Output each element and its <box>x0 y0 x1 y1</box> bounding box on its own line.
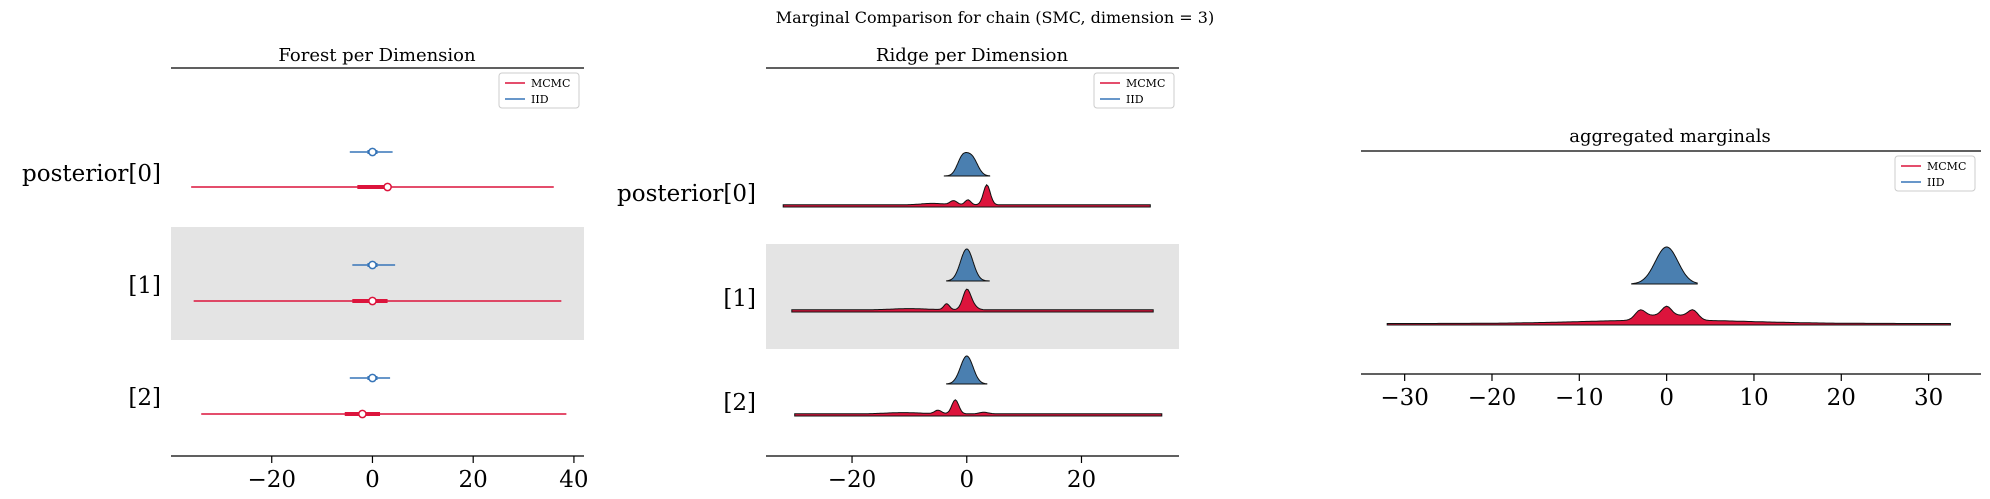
figure-suptitle: Marginal Comparison for chain (SMC, dime… <box>776 8 1214 27</box>
forest-title: Forest per Dimension <box>278 45 476 66</box>
forest-row-band <box>171 227 584 340</box>
forest-legend: MCMC IID <box>498 72 580 109</box>
ridge-iid-density <box>943 152 991 177</box>
forest-row-label: [1] <box>128 273 161 299</box>
forest-mean-point <box>358 409 367 419</box>
forest-mean-point <box>368 296 377 306</box>
aggregated-title: aggregated marginals <box>1569 126 1770 147</box>
ridge-mcmc-density <box>782 184 1151 208</box>
forest-xtick-label: −20 <box>247 467 296 493</box>
aggregated-panel: aggregated marginals −30 −20 −10 0 10 20 30 MC… <box>1361 126 1981 411</box>
aggregated-xtick-label: −20 <box>1468 385 1517 411</box>
forest-xtick-label: 20 <box>459 467 488 493</box>
forest-xtick-label: 0 <box>365 467 380 493</box>
aggregated-iid-density <box>1631 246 1698 285</box>
legend-iid-label: IID <box>1126 93 1144 106</box>
aggregated-xtick-label: 0 <box>1659 385 1674 411</box>
aggregated-mcmc-density <box>1386 305 1951 326</box>
forest-row-label: posterior[0] <box>22 161 161 187</box>
ridge-mcmc-density <box>791 288 1154 313</box>
ridge-title: Ridge per Dimension <box>876 45 1069 66</box>
forest-mean-point <box>383 182 392 192</box>
ridge-row-label: posterior[0] <box>617 181 756 207</box>
legend-iid-label: IID <box>1927 176 1945 189</box>
aggregated-xtick-label: −10 <box>1555 385 1604 411</box>
ridge-legend: MCMC IID <box>1093 72 1175 109</box>
ridge-row-label: [2] <box>723 390 756 416</box>
ridge-panel: Ridge per Dimension posterior[0] [1] [2]… <box>617 45 1179 493</box>
forest-xtick-label: 40 <box>559 467 588 493</box>
forest-row-label: [2] <box>128 385 161 411</box>
forest-mean-point <box>368 260 377 270</box>
legend-mcmc-label: MCMC <box>531 77 570 90</box>
forest-mean-point <box>368 147 377 157</box>
aggregated-xtick-label: 10 <box>1739 385 1768 411</box>
forest-mean-point <box>368 373 377 383</box>
aggregated-xtick-label: 20 <box>1827 385 1856 411</box>
ridge-xtick-label: −20 <box>828 467 877 493</box>
aggregated-legend: MCMC IID <box>1894 155 1976 192</box>
ridge-xtick-label: 0 <box>959 467 974 493</box>
legend-mcmc-label: MCMC <box>1927 160 1966 173</box>
aggregated-xtick-label: 30 <box>1914 385 1943 411</box>
legend-mcmc-label: MCMC <box>1126 77 1165 90</box>
ridge-row-label: [1] <box>723 286 756 312</box>
ridge-iid-density <box>946 355 988 385</box>
legend-iid-label: IID <box>531 93 549 106</box>
forest-panel: Forest per Dimension posterior[0] [1] [2… <box>22 45 589 493</box>
aggregated-xtick-label: −30 <box>1380 385 1429 411</box>
ridge-iid-density <box>946 248 990 282</box>
ridge-mcmc-density <box>794 399 1163 417</box>
ridge-xtick-label: 20 <box>1067 467 1096 493</box>
